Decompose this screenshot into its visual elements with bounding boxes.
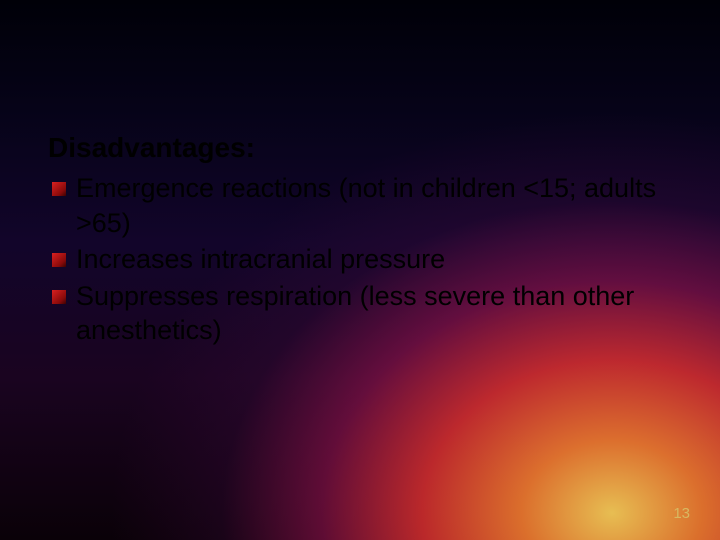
bullet-marker-icon xyxy=(52,182,66,196)
bullet-text: Increases intracranial pressure xyxy=(76,244,445,274)
page-number: 13 xyxy=(673,505,690,522)
bullet-text: Suppresses respiration (less severe than… xyxy=(76,281,634,346)
slide: Disadvantages: Emergence reactions (not … xyxy=(0,0,720,540)
bullet-list: Emergence reactions (not in children <15… xyxy=(48,171,672,348)
heading: Disadvantages: xyxy=(48,130,672,165)
content-block: Disadvantages: Emergence reactions (not … xyxy=(48,130,672,350)
bullet-text: Emergence reactions (not in children <15… xyxy=(76,173,656,238)
bullet-marker-icon xyxy=(52,253,66,267)
bullet-marker-icon xyxy=(52,290,66,304)
list-item: Suppresses respiration (less severe than… xyxy=(48,279,672,348)
list-item: Emergence reactions (not in children <15… xyxy=(48,171,672,240)
list-item: Increases intracranial pressure xyxy=(48,242,672,277)
